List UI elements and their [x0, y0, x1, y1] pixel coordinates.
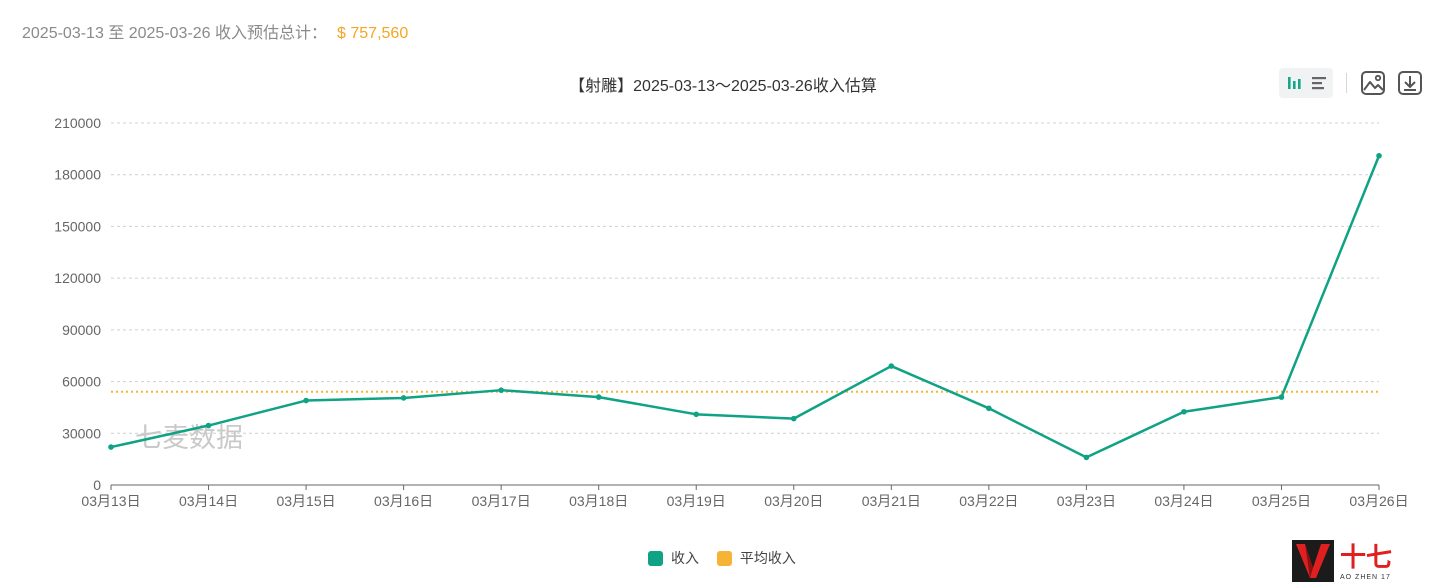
y-tick-label: 60000 — [62, 374, 101, 390]
x-tick-label: 03月22日 — [959, 493, 1018, 509]
x-tick-label: 03月13日 — [81, 493, 140, 509]
x-tick-label: 03月24日 — [1154, 493, 1213, 509]
summary-label: 2025-03-13 至 2025-03-26 收入预估总计： — [22, 25, 328, 42]
chart-toolbar — [1279, 68, 1422, 98]
y-tick-label: 180000 — [54, 167, 101, 183]
x-tick-label: 03月21日 — [862, 493, 921, 509]
data-point[interactable] — [1083, 454, 1090, 461]
revenue-line — [110, 155, 1381, 459]
legend: 收入 平均收入 — [648, 548, 810, 568]
data-point[interactable] — [303, 397, 309, 404]
brand-logo: 十七 AO ZHEN 17 — [1292, 540, 1404, 582]
x-tick-label: 03月25日 — [1252, 493, 1311, 509]
y-tick-label: 0 — [93, 477, 101, 493]
data-point[interactable] — [205, 422, 212, 429]
y-tick-label: 210000 — [54, 115, 101, 131]
summary-amount: $ 757,560 — [337, 25, 409, 42]
y-tick-label: 120000 — [54, 270, 101, 286]
data-point[interactable] — [1181, 408, 1187, 415]
x-tick-label: 03月17日 — [472, 493, 531, 509]
x-tick-label: 03月19日 — [667, 493, 726, 509]
data-point[interactable] — [693, 411, 700, 418]
legend-item-revenue[interactable]: 收入 — [648, 548, 699, 568]
x-tick-label: 03月23日 — [1057, 493, 1116, 509]
x-tick-label: 03月16日 — [374, 493, 433, 509]
data-point[interactable] — [595, 394, 602, 400]
legend-item-average[interactable]: 平均收入 — [716, 548, 796, 568]
bar-chart-icon[interactable] — [1282, 71, 1306, 95]
y-tick-label: 150000 — [54, 218, 101, 234]
legend-label-average: 平均收入 — [739, 550, 796, 566]
data-point[interactable] — [790, 415, 797, 422]
logo-text-cn: 十七 — [1340, 543, 1392, 573]
y-tick-label: 30000 — [62, 425, 101, 441]
data-point[interactable] — [1278, 394, 1285, 400]
x-tick-label: 03月26日 — [1349, 493, 1408, 509]
data-point[interactable] — [108, 444, 114, 450]
line-chart: 0 30000 60000 90000 120000 150000 180000 210000… — [54, 115, 1408, 509]
x-tick-label: 03月15日 — [276, 493, 335, 509]
data-point[interactable] — [888, 363, 895, 369]
legend-swatch-average — [716, 550, 732, 566]
view-toggle-group — [1279, 68, 1333, 98]
data-point[interactable] — [986, 405, 992, 412]
x-tick-label: 03月18日 — [569, 493, 628, 509]
legend-label-revenue: 收入 — [671, 550, 699, 566]
x-tick-label: 03月20日 — [764, 493, 823, 509]
list-icon[interactable] — [1307, 71, 1331, 95]
data-point[interactable] — [400, 395, 407, 401]
y-tick-label: 90000 — [62, 322, 101, 338]
toolbar-divider — [1346, 73, 1347, 93]
logo-text-en: AO ZHEN 17 — [1340, 574, 1391, 581]
chart-title: 【射雕】2025-03-13～2025-03-26收入估算 — [569, 78, 877, 95]
data-point[interactable] — [498, 387, 504, 393]
x-tick-label: 03月14日 — [179, 493, 238, 509]
legend-swatch-revenue — [648, 550, 663, 566]
download-icon[interactable] — [1396, 69, 1424, 97]
revenue-summary: 2025-03-13 至 2025-03-26 收入预估总计： $ 757,560 — [22, 19, 408, 43]
image-icon[interactable] — [1359, 69, 1387, 97]
data-point[interactable] — [1376, 152, 1382, 159]
